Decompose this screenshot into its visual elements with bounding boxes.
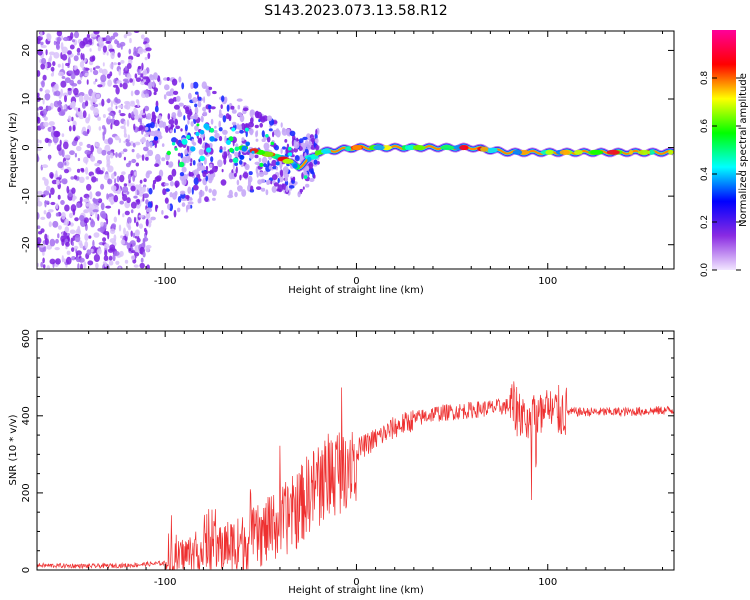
- snr-xtick-label: 100: [538, 577, 557, 588]
- colorbar-gradient: [712, 30, 736, 270]
- snr-ytick-label: 200: [21, 483, 32, 502]
- snr-xlabel: Height of straight line (km): [288, 585, 424, 596]
- spectrogram-ytick-label: -20: [21, 237, 32, 253]
- spectrogram-xtick-label: 100: [538, 276, 557, 287]
- snr-ytick-label: 400: [21, 406, 32, 425]
- snr-ytick-label: 0: [21, 567, 32, 573]
- spectrogram-xtick-label: -100: [154, 276, 177, 287]
- colorbar: 0.0 0.2 0.4 0.6 0.8 Normalized spectral ampl…: [700, 30, 749, 277]
- snr-ytick-label: 600: [21, 329, 32, 348]
- snr-frame: [36, 330, 675, 571]
- snr-series-line: [37, 381, 674, 570]
- colorbar-ticks: 0.0 0.2 0.4 0.6 0.8: [700, 71, 741, 278]
- snr-line: [37, 381, 674, 570]
- figure-title: S143.2023.073.13.58.R12: [264, 3, 447, 19]
- snr-xtick-label: -100: [154, 577, 177, 588]
- colorbar-tick-label: 0.6: [700, 119, 710, 134]
- colorbar-tick-label: 0.4: [700, 167, 710, 182]
- snr-ylabel: SNR (10 * v/v): [8, 414, 19, 485]
- spectrogram-ytick-label: 20: [21, 44, 32, 57]
- spectrogram-ytick-label: -10: [21, 188, 32, 204]
- spectrogram-ytick-label: 10: [21, 93, 32, 106]
- colorbar-tick-label: 0.8: [700, 71, 710, 86]
- snr-ticks: -100 0 100 0 200 400 600: [21, 329, 674, 588]
- spectrogram-frame: [36, 30, 675, 270]
- spectrogram-heatmap: [37, 31, 674, 269]
- colorbar-label: Normalized spectral amplitude: [738, 73, 749, 227]
- spectrogram-xtick-label: 0: [353, 276, 359, 287]
- spectrogram-ytick-label: 0: [21, 144, 32, 150]
- colorbar-tick-label: 0.2: [700, 215, 710, 229]
- spectrogram-ylabel: Frequency (Hz): [8, 112, 19, 188]
- snr-xtick-label: 0: [353, 577, 359, 588]
- colorbar-tick-label: 0.0: [700, 263, 710, 278]
- snr-panel: -100 0 100 0 200 400 600 Height of straight li…: [8, 329, 675, 596]
- spectrogram-xlabel: Height of straight line (km): [288, 285, 424, 296]
